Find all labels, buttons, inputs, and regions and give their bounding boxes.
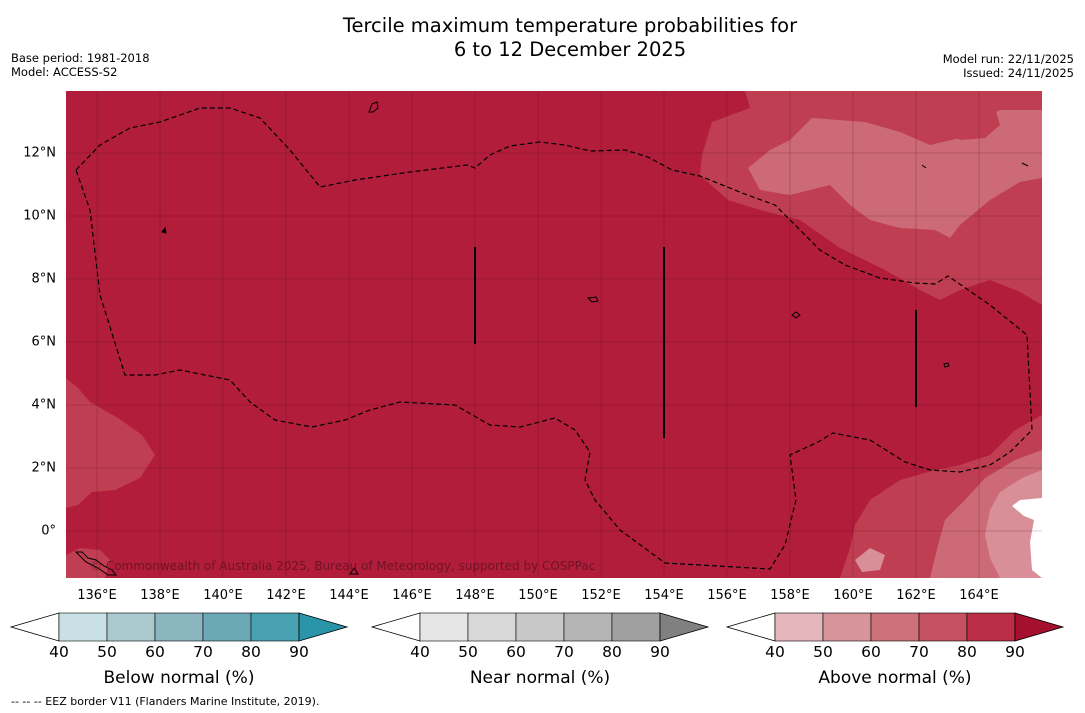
above-50-60-region-se xyxy=(985,470,1042,578)
colorbar-below-tick-1: 50 xyxy=(97,643,117,661)
colorbar-above-seg-2 xyxy=(822,612,872,642)
lon-label-9: 154°E xyxy=(644,588,684,603)
title-line-2: 6 to 12 December 2025 xyxy=(453,38,687,61)
colorbar-near xyxy=(371,612,710,642)
graticule xyxy=(66,91,1042,578)
lon-label-10: 156°E xyxy=(707,588,747,603)
colorbar-above-tick-4: 80 xyxy=(957,643,977,661)
eez-footnote: -- -- -- EEZ border V11 (Flanders Marine… xyxy=(11,695,320,708)
colorbar-below-seg-4 xyxy=(202,612,252,642)
colorbar-near-max-arrow xyxy=(659,612,710,642)
colorbar-above-seg-1 xyxy=(774,612,824,642)
above-50-60-patch xyxy=(855,548,885,572)
colorbar-above-max-arrow xyxy=(1014,612,1065,642)
colorbar-near-tick-0: 40 xyxy=(410,643,430,661)
colorbar-below-seg-2 xyxy=(106,612,156,642)
lon-label-12: 160°E xyxy=(833,588,873,603)
colorbar-above-tick-5: 90 xyxy=(1005,643,1025,661)
lat-label-0: 12°N xyxy=(23,145,56,161)
colorbar-above-tick-0: 40 xyxy=(765,643,785,661)
colorbar-near-seg-1 xyxy=(419,612,469,642)
colorbar-near-tick-4: 80 xyxy=(602,643,622,661)
colorbar-near-min-arrow xyxy=(371,612,421,642)
lon-label-5: 146°E xyxy=(392,588,432,603)
base-period: Base period: 1981-2018 xyxy=(11,51,150,65)
colorbar-below-min-arrow xyxy=(10,612,60,642)
colorbar-above-tick-2: 60 xyxy=(861,643,881,661)
map-copyright: © Commonwealth of Australia 2025, Bureau… xyxy=(90,559,596,573)
colorbar-below xyxy=(10,612,349,642)
colorbar-near-tick-3: 70 xyxy=(554,643,574,661)
colorbar-below-max-arrow xyxy=(298,612,349,642)
colorbar-near-tick-5: 90 xyxy=(650,643,670,661)
lat-label-5: 2°N xyxy=(31,460,57,476)
colorbar-below-seg-5 xyxy=(250,612,300,642)
lon-label-4: 144°E xyxy=(329,588,369,603)
lat-label-1: 10°N xyxy=(23,208,56,224)
meta-left: Base period: 1981-2018 Model: ACCESS-S2 xyxy=(11,51,150,79)
below-40-region-se xyxy=(1012,498,1042,578)
meta-right: Model run: 22/11/2025 Issued: 24/11/2025 xyxy=(943,52,1074,80)
title-line-1: Tercile maximum temperature probabilitie… xyxy=(342,14,798,37)
colorbar-near-seg-4 xyxy=(563,612,613,642)
colorbar-above-seg-5 xyxy=(966,612,1016,642)
colorbar-below-tick-5: 90 xyxy=(289,643,309,661)
colorbar-below-tick-3: 70 xyxy=(193,643,213,661)
lon-label-8: 152°E xyxy=(581,588,621,603)
lon-label-2: 140°E xyxy=(203,588,243,603)
lat-label-4: 4°N xyxy=(31,397,57,413)
lon-label-3: 142°E xyxy=(266,588,306,603)
eez-border xyxy=(75,107,1033,570)
above-60-70-region-ne xyxy=(748,110,1042,238)
colorbar-above-title: Above normal (%) xyxy=(818,668,972,688)
colorbar-near-seg-3 xyxy=(515,612,565,642)
colorbar-below-tick-4: 80 xyxy=(241,643,261,661)
lon-label-13: 162°E xyxy=(896,588,936,603)
colorbar-above xyxy=(726,612,1065,642)
colorbar-above-seg-4 xyxy=(918,612,968,642)
map-title: Tercile maximum temperature probabilitie… xyxy=(0,14,1085,62)
lon-label-14: 164°E xyxy=(959,588,999,603)
lon-label-11: 158°E xyxy=(770,588,810,603)
colorbar-below-seg-3 xyxy=(154,612,204,642)
issued-date: Issued: 24/11/2025 xyxy=(963,66,1074,80)
colorbar-near-tick-1: 50 xyxy=(458,643,478,661)
lon-label-1: 138°E xyxy=(140,588,180,603)
colorbar-below-tick-2: 60 xyxy=(145,643,165,661)
lat-label-3: 6°N xyxy=(31,334,57,350)
islands xyxy=(74,101,1029,576)
above-70-80-patch-ne xyxy=(945,106,1000,140)
colorbar-above-tick-3: 70 xyxy=(909,643,929,661)
colorbar-near-seg-5 xyxy=(611,612,661,642)
marker-lines xyxy=(474,247,917,438)
colorbar-near-seg-2 xyxy=(467,612,517,642)
model-name: Model: ACCESS-S2 xyxy=(11,65,118,79)
model-run: Model run: 22/11/2025 xyxy=(942,52,1074,66)
colorbar-above-min-arrow xyxy=(726,612,776,642)
lat-label-2: 8°N xyxy=(31,271,57,287)
lon-label-6: 148°E xyxy=(455,588,495,603)
colorbar-near-tick-2: 60 xyxy=(506,643,526,661)
colorbar-below-tick-0: 40 xyxy=(49,643,69,661)
colorbar-near-title: Near normal (%) xyxy=(469,668,611,688)
colorbar-below-seg-1 xyxy=(58,612,108,642)
above-70-80-region-west xyxy=(66,378,155,508)
colorbar-above-seg-3 xyxy=(870,612,920,642)
lon-label-0: 136°E xyxy=(77,588,117,603)
colorbar-above-tick-1: 50 xyxy=(813,643,833,661)
lon-label-7: 150°E xyxy=(518,588,558,603)
colorbar-below-title: Below normal (%) xyxy=(103,668,255,688)
lat-label-6: 0° xyxy=(41,523,56,539)
